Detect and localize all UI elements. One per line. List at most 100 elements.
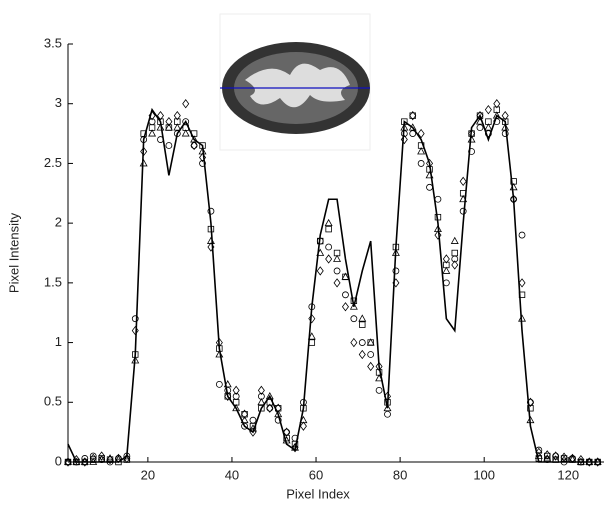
marker-diamond <box>215 337 223 348</box>
marker-diamond <box>81 457 89 467</box>
marker-diamond <box>594 457 602 467</box>
marker-diamond <box>72 454 80 465</box>
marker-diamond <box>148 110 156 121</box>
marker-circle <box>190 142 198 149</box>
marker-triangle <box>509 182 518 191</box>
marker-diamond <box>526 397 534 407</box>
marker-triangle <box>139 159 148 167</box>
marker-diamond <box>224 391 232 401</box>
marker-diamond <box>316 266 324 276</box>
marker-triangle <box>551 455 560 463</box>
marker-diamond <box>249 427 257 437</box>
marker-diamond <box>123 453 131 464</box>
marker-diamond <box>131 325 139 336</box>
marker-triangle <box>375 374 384 382</box>
marker-triangle <box>282 436 291 444</box>
marker-diamond <box>241 409 249 419</box>
marker-circle <box>325 243 333 251</box>
marker-diamond <box>442 254 450 264</box>
marker-triangle <box>526 415 535 424</box>
marker-triangle <box>80 457 89 465</box>
marker-triangle <box>501 123 510 131</box>
marker-diamond <box>501 110 509 121</box>
marker-diamond <box>291 443 299 453</box>
marker-diamond <box>199 152 207 163</box>
marker-triangle <box>534 451 543 459</box>
marker-diamond <box>375 361 383 372</box>
marker-triangle <box>215 350 224 358</box>
marker-circle <box>493 118 501 126</box>
x-tick-label: 80 <box>393 467 407 482</box>
marker-triangle <box>349 302 358 310</box>
marker-circle <box>207 207 215 215</box>
marker-diamond <box>182 99 190 109</box>
y-tick-label: 0 <box>55 453 62 468</box>
marker-circle <box>308 303 316 311</box>
marker-circle <box>375 386 383 394</box>
marker-triangle <box>291 443 299 451</box>
y-axis-label: Pixel Intensity <box>6 212 21 293</box>
marker-diamond <box>426 158 434 169</box>
x-tick-label: 100 <box>473 467 495 482</box>
marker-triangle <box>333 254 342 262</box>
marker-circle <box>199 160 206 167</box>
marker-square <box>518 291 526 298</box>
marker-circle <box>468 148 475 155</box>
marker-diamond <box>283 427 291 437</box>
marker-diamond <box>207 242 215 252</box>
marker-square <box>451 249 458 257</box>
marker-square <box>317 237 324 245</box>
marker-diamond <box>190 140 198 151</box>
marker-triangle <box>408 123 417 131</box>
y-tick-label: 3.5 <box>44 35 62 50</box>
marker-triangle <box>358 314 367 322</box>
marker-circle <box>123 452 131 460</box>
marker-circle <box>417 160 425 167</box>
marker-triangle <box>307 332 316 340</box>
x-tick-label: 120 <box>557 467 579 482</box>
marker-diamond <box>468 128 476 139</box>
marker-circle <box>358 339 366 346</box>
marker-triangle <box>492 111 501 119</box>
marker-triangle <box>467 135 476 143</box>
y-tick-label: 0.5 <box>44 394 62 409</box>
marker-diamond <box>325 254 333 264</box>
marker-triangle <box>425 171 434 179</box>
marker-circle <box>409 130 417 137</box>
marker-square <box>527 405 534 412</box>
marker-triangle <box>400 123 409 131</box>
marker-circle <box>283 428 291 436</box>
marker-diamond <box>560 452 568 462</box>
marker-triangle <box>257 397 266 406</box>
marker-diamond <box>341 302 349 312</box>
marker-circle <box>392 267 400 275</box>
marker-circle <box>266 404 274 412</box>
marker-triangle <box>543 454 552 462</box>
marker-circle <box>400 130 408 137</box>
marker-diamond <box>417 128 425 139</box>
marker-circle <box>157 136 164 143</box>
marker-square <box>258 405 265 412</box>
marker-triangle <box>223 380 232 388</box>
marker-diamond <box>358 349 366 360</box>
marker-diamond <box>409 110 417 121</box>
y-tick-label: 2.5 <box>44 155 62 170</box>
marker-diamond <box>64 457 72 467</box>
marker-circle <box>426 183 433 191</box>
marker-diamond <box>333 278 341 288</box>
marker-diamond <box>274 403 282 413</box>
marker-square <box>249 422 257 430</box>
y-tick-label: 1 <box>55 334 62 349</box>
marker-circle <box>131 315 139 323</box>
marker-circle <box>518 231 526 239</box>
marker-diamond <box>98 451 106 461</box>
marker-circle <box>342 291 349 299</box>
marker-diamond <box>140 146 148 157</box>
marker-circle <box>384 410 391 418</box>
marker-diamond <box>568 453 576 464</box>
marker-diamond <box>114 453 122 464</box>
y-tick-label: 2 <box>55 215 62 230</box>
marker-square <box>300 405 307 412</box>
x-tick-label: 20 <box>141 467 155 482</box>
